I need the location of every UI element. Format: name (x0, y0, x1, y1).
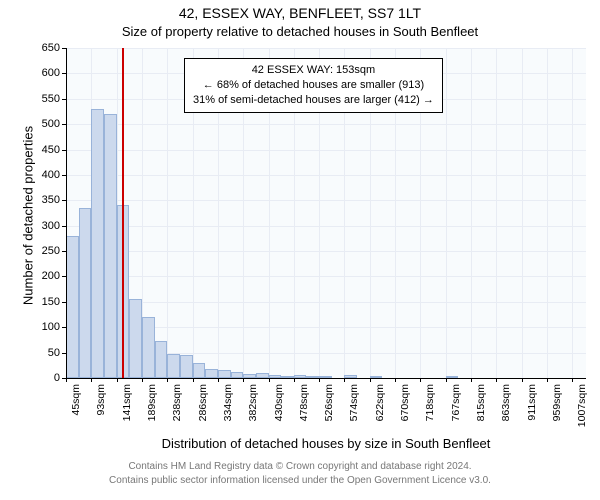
grid-line-v (522, 48, 523, 378)
grid-line-h (66, 302, 586, 303)
histogram-bar (66, 236, 79, 378)
xtick-label: 911sqm (526, 384, 538, 444)
grid-line-v (496, 48, 497, 378)
xtick-label: 526sqm (323, 384, 335, 444)
grid-line-h (66, 226, 586, 227)
page-subtitle: Size of property relative to detached ho… (0, 24, 600, 39)
y-axis-line (66, 48, 67, 378)
histogram-bar (205, 369, 218, 378)
footer-attribution: Contains HM Land Registry data © Crown c… (0, 460, 600, 487)
histogram-bar (167, 354, 180, 378)
histogram-bar (129, 299, 142, 378)
ytick-label: 500 (42, 118, 66, 130)
xtick-label: 45sqm (70, 384, 82, 444)
ytick-label: 350 (42, 194, 66, 206)
annotation-line: 42 ESSEX WAY: 153sqm (193, 63, 434, 78)
grid-line-h (66, 124, 586, 125)
xtick-label: 93sqm (95, 384, 107, 444)
x-axis-label: Distribution of detached houses by size … (66, 436, 586, 451)
annotation-box: 42 ESSEX WAY: 153sqm← 68% of detached ho… (184, 58, 443, 113)
ytick-label: 100 (42, 321, 66, 333)
xtick-label: 574sqm (348, 384, 360, 444)
ytick-label: 0 (54, 372, 66, 384)
grid-line-h (66, 48, 586, 49)
y-axis-label: Number of detached properties (21, 116, 36, 316)
xtick-label: 189sqm (146, 384, 158, 444)
grid-line-v (446, 48, 447, 378)
xtick-label: 670sqm (399, 384, 411, 444)
xtick-label: 718sqm (424, 384, 436, 444)
ytick-label: 650 (42, 42, 66, 54)
annotation-line: ← 68% of detached houses are smaller (91… (193, 78, 434, 93)
histogram-bar (91, 109, 104, 378)
histogram-bar (180, 355, 193, 378)
grid-line-h (66, 150, 586, 151)
xtick-label: 959sqm (551, 384, 563, 444)
histogram-bar (155, 341, 168, 378)
chart-container: 42, ESSEX WAY, BENFLEET, SS7 1LT Size of… (0, 0, 600, 500)
xtick-label: 767sqm (450, 384, 462, 444)
histogram-bar (79, 208, 92, 378)
footer-line1: Contains HM Land Registry data © Crown c… (128, 461, 471, 472)
xtick-label: 286sqm (197, 384, 209, 444)
xtick-label: 382sqm (247, 384, 259, 444)
histogram-bar (218, 370, 231, 378)
xtick-label: 622sqm (374, 384, 386, 444)
ytick-label: 300 (42, 220, 66, 232)
ytick-label: 50 (48, 347, 66, 359)
ytick-label: 150 (42, 296, 66, 308)
xtick-label: 815sqm (475, 384, 487, 444)
grid-line-v (167, 48, 168, 378)
histogram-bar (104, 114, 117, 378)
xtick-label: 141sqm (121, 384, 133, 444)
reference-line (122, 48, 124, 378)
ytick-label: 200 (42, 270, 66, 282)
plot-area: 0501001502002503003504004505005506006504… (66, 48, 586, 378)
grid-line-h (66, 175, 586, 176)
xtick-label: 1007sqm (576, 384, 588, 444)
xtick-label: 334sqm (222, 384, 234, 444)
ytick-label: 400 (42, 169, 66, 181)
grid-line-v (547, 48, 548, 378)
grid-line-v (572, 48, 573, 378)
footer-line2: Contains public sector information licen… (109, 475, 491, 486)
grid-line-h (66, 276, 586, 277)
xtick-label: 478sqm (298, 384, 310, 444)
grid-line-h (66, 251, 586, 252)
grid-line-h (66, 200, 586, 201)
ytick-label: 550 (42, 93, 66, 105)
histogram-bar (142, 317, 155, 378)
annotation-line: 31% of semi-detached houses are larger (… (193, 93, 434, 108)
page-title: 42, ESSEX WAY, BENFLEET, SS7 1LT (0, 5, 600, 21)
ytick-label: 450 (42, 144, 66, 156)
ytick-label: 600 (42, 67, 66, 79)
xtick-label: 863sqm (500, 384, 512, 444)
x-axis-line (66, 378, 586, 379)
ytick-label: 250 (42, 245, 66, 257)
xtick-label: 430sqm (273, 384, 285, 444)
xtick-label: 238sqm (171, 384, 183, 444)
grid-line-v (471, 48, 472, 378)
histogram-bar (193, 363, 206, 378)
